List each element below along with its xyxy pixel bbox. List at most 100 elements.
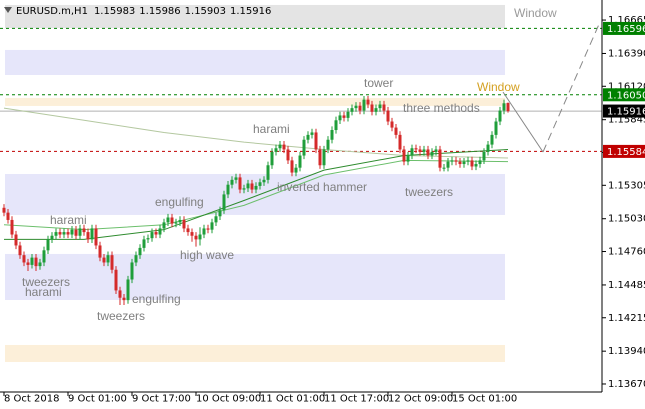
menu-icon [4, 7, 12, 13]
candle-body [218, 210, 222, 217]
candle-body [274, 148, 278, 152]
candle-body [202, 228, 206, 235]
x-tick-label: 12 Oct 09:00 [388, 394, 453, 405]
y-tick-label: 1.14485 [608, 280, 645, 291]
candle-body [338, 115, 342, 121]
candle-body [314, 132, 318, 150]
candle-body [106, 255, 110, 263]
candle-body [94, 228, 98, 246]
price-label: 1.15584 [607, 147, 645, 158]
candle-body [446, 161, 450, 168]
candle-body [126, 279, 130, 301]
candle-body [450, 160, 454, 162]
candle-body [166, 217, 170, 223]
candle-body [38, 262, 42, 267]
candle-body [62, 232, 66, 235]
zone [5, 49, 505, 75]
candle-body [410, 148, 414, 156]
candle-body [454, 160, 458, 162]
candle-body [66, 232, 70, 235]
candle-body [214, 216, 218, 223]
candle-body [82, 228, 86, 233]
candle-body [114, 269, 118, 291]
x-tick-label: 8 Oct 2018 [4, 394, 59, 405]
candle-body [378, 104, 382, 109]
price-label-box [603, 104, 645, 118]
close: 1.15916 [230, 6, 271, 17]
y-tick-label: 1.15845 [608, 115, 645, 126]
price-lines [0, 27, 602, 152]
candle-body [426, 149, 430, 156]
candle-body [486, 144, 490, 152]
y-tick-label: 1.15305 [608, 180, 645, 191]
candle-body [414, 148, 418, 150]
x-tick-label: 15 Oct 01:00 [452, 394, 517, 405]
price-label: 1.16050 [607, 90, 645, 101]
x-tick-label: 11 Oct 17:00 [324, 394, 389, 405]
candle-body [358, 105, 362, 111]
candle-body [138, 247, 142, 256]
candle-body [2, 207, 6, 213]
candle-body [222, 194, 226, 211]
candle-body [270, 151, 274, 166]
candle-body [382, 104, 386, 111]
y-tick-label: 1.16390 [608, 48, 645, 59]
y-tick-label: 1.14215 [608, 313, 645, 324]
candle-body [54, 232, 58, 236]
candle-body [394, 127, 398, 135]
candle-body [330, 130, 334, 140]
candle-body [374, 108, 378, 112]
candle-body [206, 228, 210, 230]
high: 1.15986 [139, 6, 180, 17]
candle-body [86, 232, 90, 240]
candle-body [170, 217, 174, 224]
annotation: harami [50, 213, 87, 227]
candle-body [386, 110, 390, 122]
candle-body [478, 160, 482, 165]
candle-body [290, 160, 294, 173]
candle-body [210, 222, 214, 230]
candle-body [34, 257, 38, 267]
annotation: Window [477, 80, 520, 94]
candle-body [18, 245, 22, 256]
candle-body [422, 149, 426, 152]
candle-body [246, 183, 250, 189]
price-label: 1.16596 [607, 24, 645, 35]
annotation: high wave [180, 248, 234, 262]
zones [5, 4, 505, 362]
x-axis: 8 Oct 2018 9 Oct 01:00 9 Oct 17:00 10 Oct 0… [3, 392, 517, 405]
candle-body [150, 232, 154, 239]
candle-body [42, 250, 46, 263]
candle-body [438, 149, 442, 168]
candle-body [298, 155, 302, 168]
candle-body [354, 105, 358, 109]
candle-body [322, 149, 326, 166]
candle-body [506, 102, 510, 112]
annotation: engulfing [155, 195, 204, 209]
candle-body [154, 232, 158, 235]
candle-body [46, 239, 50, 251]
annotation: harami [253, 122, 290, 136]
zone [5, 4, 505, 28]
zone [5, 174, 505, 215]
candle-body [258, 182, 262, 186]
candle-body [250, 183, 254, 190]
candle-body [498, 110, 502, 122]
zone [5, 344, 505, 362]
candle-body [350, 108, 354, 112]
candle-body [418, 149, 422, 152]
annotation: inverted hammer [277, 180, 367, 194]
candle-body [458, 161, 462, 165]
projection-line [502, 91, 544, 153]
candle-body [370, 104, 374, 112]
candle-body [14, 234, 18, 246]
candle-body [234, 177, 238, 180]
y-axis: 1.166651.163901.161201.158451.155751.153… [602, 15, 645, 390]
x-tick-label: 10 Oct 09:00 [196, 394, 261, 405]
candle-body [346, 111, 350, 118]
candle-body [502, 103, 506, 111]
candle-body [430, 151, 434, 156]
candle-body [58, 232, 62, 235]
candle-body [6, 212, 10, 220]
candle-body [78, 228, 82, 236]
